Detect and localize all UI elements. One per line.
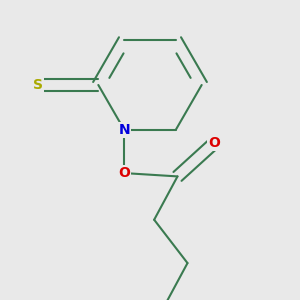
Text: S: S bbox=[33, 78, 43, 92]
Text: O: O bbox=[118, 166, 130, 180]
Text: O: O bbox=[208, 136, 220, 150]
Text: N: N bbox=[118, 123, 130, 137]
